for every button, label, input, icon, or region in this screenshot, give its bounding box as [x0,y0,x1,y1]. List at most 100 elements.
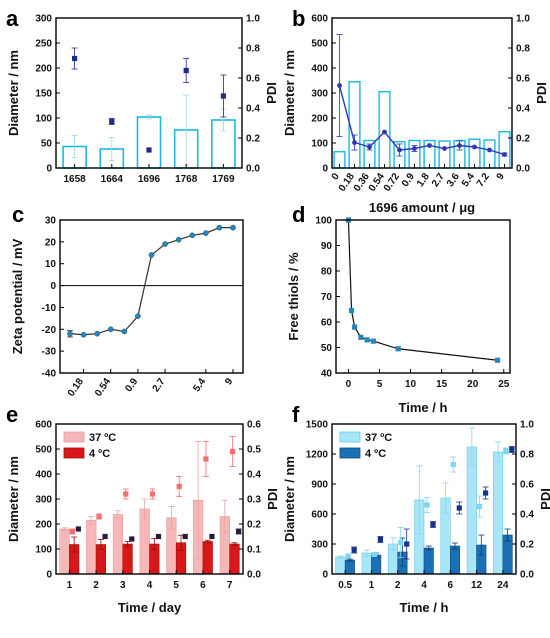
x-tick-label: 1658 [63,174,86,185]
data-point [202,230,209,236]
legend-swatch [339,431,361,443]
x-tick-label: 3.6 [445,171,462,189]
y2-tick-label: 0.8 [246,44,260,55]
pdi-point [72,55,78,62]
x-tick-label: 6 [200,580,206,591]
pdi-point [424,502,430,508]
y-tick-label: 100 [35,114,52,125]
pdi-point [123,491,129,497]
panel-f: f 0 300 600 900 1200 1500 Diameter / nm 0.0 0.2 0.… [282,402,550,615]
data-point [352,324,358,330]
y2-tick-label: 0.4 [246,104,260,115]
y2-tick-label: 0.6 [246,74,260,85]
bar [86,519,97,575]
y2-tick-label: 0.4 [516,104,530,115]
y-tick-label: 300 [35,14,52,25]
x-tick-label: 5 [377,379,383,390]
y-tick-label: 100 [35,545,52,556]
y2-tick-label: 0.6 [520,480,534,491]
data-point [107,326,114,333]
pdi-point [102,533,108,540]
y-tick-label: 300 [35,495,52,506]
x-tick-label: 0 [346,379,352,390]
bar [112,514,124,575]
x-tick-label: 0.54 [93,376,113,399]
bar [493,451,504,575]
pdi-point [75,526,81,532]
x-axis-title: Time / h [400,600,449,615]
x-tick-label: 9 [223,376,235,387]
y-tick-label: 50 [321,343,333,354]
pdi-point [337,83,342,88]
panel-letter: b [292,6,305,31]
y-tick-label: 80 [321,267,333,278]
y-tick-label: -30 [42,347,57,358]
data-point [67,330,73,337]
panel-letter: c [12,202,24,227]
pdi-point [345,553,351,559]
x-tick-label: 5.4 [191,376,208,394]
x-axis-title: 1696 amount / μg [369,200,475,215]
x-tick-label: 4 [421,580,427,591]
bar [348,81,361,169]
data-point [175,236,182,243]
pdi-point [146,147,152,153]
bar [59,528,70,575]
legend-label: 4 ºC [365,448,386,460]
y2-tick-label: 0.0 [247,570,261,581]
y-tick-label: 0 [46,164,52,175]
x-tick-label: 0.18 [66,376,86,399]
y2-tick-label: 1.0 [516,14,530,25]
data-point [162,241,168,247]
y-tick-label: 500 [311,39,328,50]
y-tick-label: 500 [35,445,52,456]
pdi-point [487,147,492,153]
y-tick-label: 250 [35,39,52,50]
data-point [230,224,236,231]
x-tick-label: 0.9 [400,171,417,189]
x-tick-label: 2 [395,580,401,591]
pdi-point [457,143,462,148]
bar [438,140,451,169]
data-point [94,330,101,337]
y2-tick-label: 0.6 [247,420,261,431]
bar [483,139,496,169]
y-tick-label: 60 [321,318,333,329]
y-axis-title: Free thiols / % [286,252,301,341]
bar [449,545,461,575]
panel-letter: f [292,402,300,427]
pdi-point [482,490,489,496]
y-tick-label: 20 [45,237,57,248]
pdi-point [382,129,387,135]
y2-tick-label: 0.1 [247,545,261,556]
y-tick-label: 300 [311,89,328,100]
pdi-point [182,533,188,540]
y-tick-label: 600 [35,420,52,431]
x-tick-label: 2.7 [430,171,447,189]
x-tick-label: 0 [330,171,342,182]
pdi-point [367,144,372,150]
y2-tick-label: 0.2 [247,520,261,531]
y2-axis-title: PDI [538,488,550,510]
y2-tick-label: 0.2 [246,134,260,145]
y-tick-label: 40 [321,369,333,380]
bar [229,543,240,575]
pdi-point [450,461,456,468]
data-point [121,328,128,335]
y-tick-label: 90 [321,241,333,252]
y-tick-label: 0 [322,570,328,581]
bar [136,116,162,169]
y-tick-label: 70 [321,292,333,303]
x-tick-label: 1.8 [415,171,432,189]
x-tick-label: 0.9 [123,376,140,394]
x-axis-title: Time / day [118,600,182,615]
pdi-point [230,448,236,455]
y-tick-label: -20 [42,325,57,336]
y-axis-title: Diameter / nm [282,456,297,542]
legend-swatch [339,447,361,459]
y2-axis-title: PDI [264,82,279,104]
y2-tick-label: 0.8 [520,450,534,461]
y-tick-label: 1500 [306,420,329,431]
y-tick-label: 200 [35,64,52,75]
pdi-point [371,551,378,558]
